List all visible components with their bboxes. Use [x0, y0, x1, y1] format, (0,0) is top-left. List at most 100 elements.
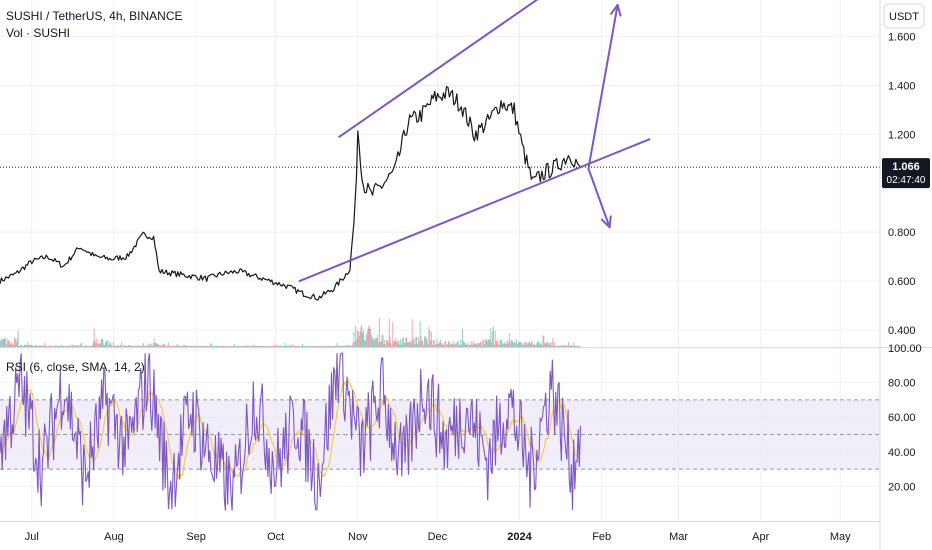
volume-bar: [296, 346, 298, 347]
volume-bar: [437, 344, 439, 347]
volume-bar: [290, 345, 292, 347]
volume-bar: [538, 342, 539, 347]
volume-bar: [485, 339, 486, 347]
volume-bar: [337, 346, 339, 347]
volume-bar: [352, 342, 354, 347]
volume-bar: [122, 346, 124, 347]
volume-bar: [463, 341, 464, 347]
volume-bar: [77, 345, 79, 347]
volume-bar: [513, 343, 515, 347]
time-axis[interactable]: Jul Aug Sep Oct Nov Dec 2024 Feb Mar Apr May: [25, 531, 851, 543]
volume-bar: [134, 346, 136, 347]
volume-bar: [218, 345, 220, 347]
volume-bar: [82, 346, 84, 347]
volume-bar: [205, 346, 207, 347]
volume-bar: [434, 344, 436, 347]
volume-bar: [333, 346, 334, 347]
volume-bar: [185, 345, 187, 347]
volume-bar: [281, 346, 283, 347]
volume-bar: [233, 346, 235, 347]
volume-bar: [141, 345, 143, 347]
volume-bar: [252, 346, 254, 347]
volume-bar: [544, 342, 546, 347]
volume-bar: [135, 345, 137, 347]
volume-bar: [136, 346, 137, 347]
volume-bar: [58, 346, 60, 347]
rsi-band-fill: [0, 399, 880, 470]
volume-bar: [285, 345, 287, 347]
symbol-title[interactable]: SUSHI / TetherUS, 4h, BINANCE: [6, 9, 183, 23]
volume-legend[interactable]: Vol · SUSHI: [6, 26, 70, 40]
volume-bar: [409, 342, 410, 347]
volume-bar: [188, 346, 190, 347]
price-axis[interactable]: 1.600 1.400 1.200 0.800 0.600 0.400: [888, 32, 916, 337]
volume-bar: [126, 346, 128, 347]
volume-bar: [136, 345, 138, 347]
volume-bar: [167, 345, 168, 347]
volume-bar: [455, 343, 457, 347]
volume-bar: [539, 342, 541, 347]
volume-bar: [108, 340, 110, 347]
volume-bar: [515, 343, 516, 347]
channel-drawings[interactable]: [298, 0, 651, 283]
volume-bar: [432, 344, 433, 347]
volume-bar: [468, 345, 470, 347]
rsi-axis[interactable]: 100.00 80.00 60.00 40.00 20.00: [888, 343, 922, 493]
arrow-down[interactable]: [587, 167, 611, 229]
volume-bar: [303, 346, 305, 347]
volume-bar: [448, 342, 449, 347]
time-tick-label: Jul: [25, 531, 39, 543]
volume-bar: [329, 346, 331, 347]
volume-bar: [344, 345, 346, 347]
volume-bar: [463, 342, 465, 347]
volume-bar: [116, 345, 118, 347]
volume-bar: [305, 346, 307, 347]
volume-bar: [192, 345, 194, 347]
volume-bar: [147, 345, 149, 347]
volume-bar: [14, 337, 15, 347]
volume-bar: [475, 344, 477, 347]
volume-bar: [72, 345, 74, 347]
volume-bar: [204, 346, 205, 347]
volume-bar: [342, 345, 344, 347]
volume-bar: [113, 342, 114, 347]
volume-bar: [203, 345, 205, 347]
volume-bar: [117, 345, 119, 347]
volume-bar: [54, 345, 56, 347]
currency-button[interactable]: USDT: [883, 3, 925, 29]
volume-bar: [263, 345, 265, 347]
volume-bar: [209, 346, 211, 347]
volume-bar: [111, 345, 113, 347]
volume-bar: [145, 345, 147, 347]
volume-bar: [12, 343, 14, 347]
volume-bar: [239, 345, 241, 347]
volume-bar: [199, 346, 201, 347]
volume-bar: [484, 344, 486, 347]
volume-bar: [121, 345, 123, 347]
volume-bar: [346, 345, 348, 347]
volume-bar: [267, 346, 269, 347]
volume-bar: [418, 341, 420, 347]
volume-bar: [159, 345, 161, 347]
volume-bar: [350, 346, 352, 347]
volume-bar: [359, 331, 361, 347]
volume-bar: [545, 343, 546, 347]
channel-upper-line[interactable]: [338, 0, 617, 138]
volume-bar: [70, 345, 72, 347]
time-tick-label: Nov: [348, 531, 368, 543]
volume-bar: [426, 339, 428, 347]
channel-lower-line[interactable]: [298, 138, 651, 283]
rsi-legend[interactable]: RSI (6, close, SMA, 14, 2): [6, 360, 145, 374]
volume-bar: [272, 346, 273, 347]
arrow-up[interactable]: [587, 3, 619, 170]
volume-bar: [420, 336, 422, 347]
volume-bar: [149, 343, 151, 347]
volume-bar: [200, 346, 202, 347]
volume-bar: [65, 346, 67, 347]
volume-bar: [462, 328, 463, 347]
volume-bar: [74, 345, 76, 347]
volume-bar: [497, 344, 499, 347]
volume-bar: [576, 346, 577, 347]
volume-bar: [178, 346, 180, 347]
volume-bar: [441, 343, 443, 347]
